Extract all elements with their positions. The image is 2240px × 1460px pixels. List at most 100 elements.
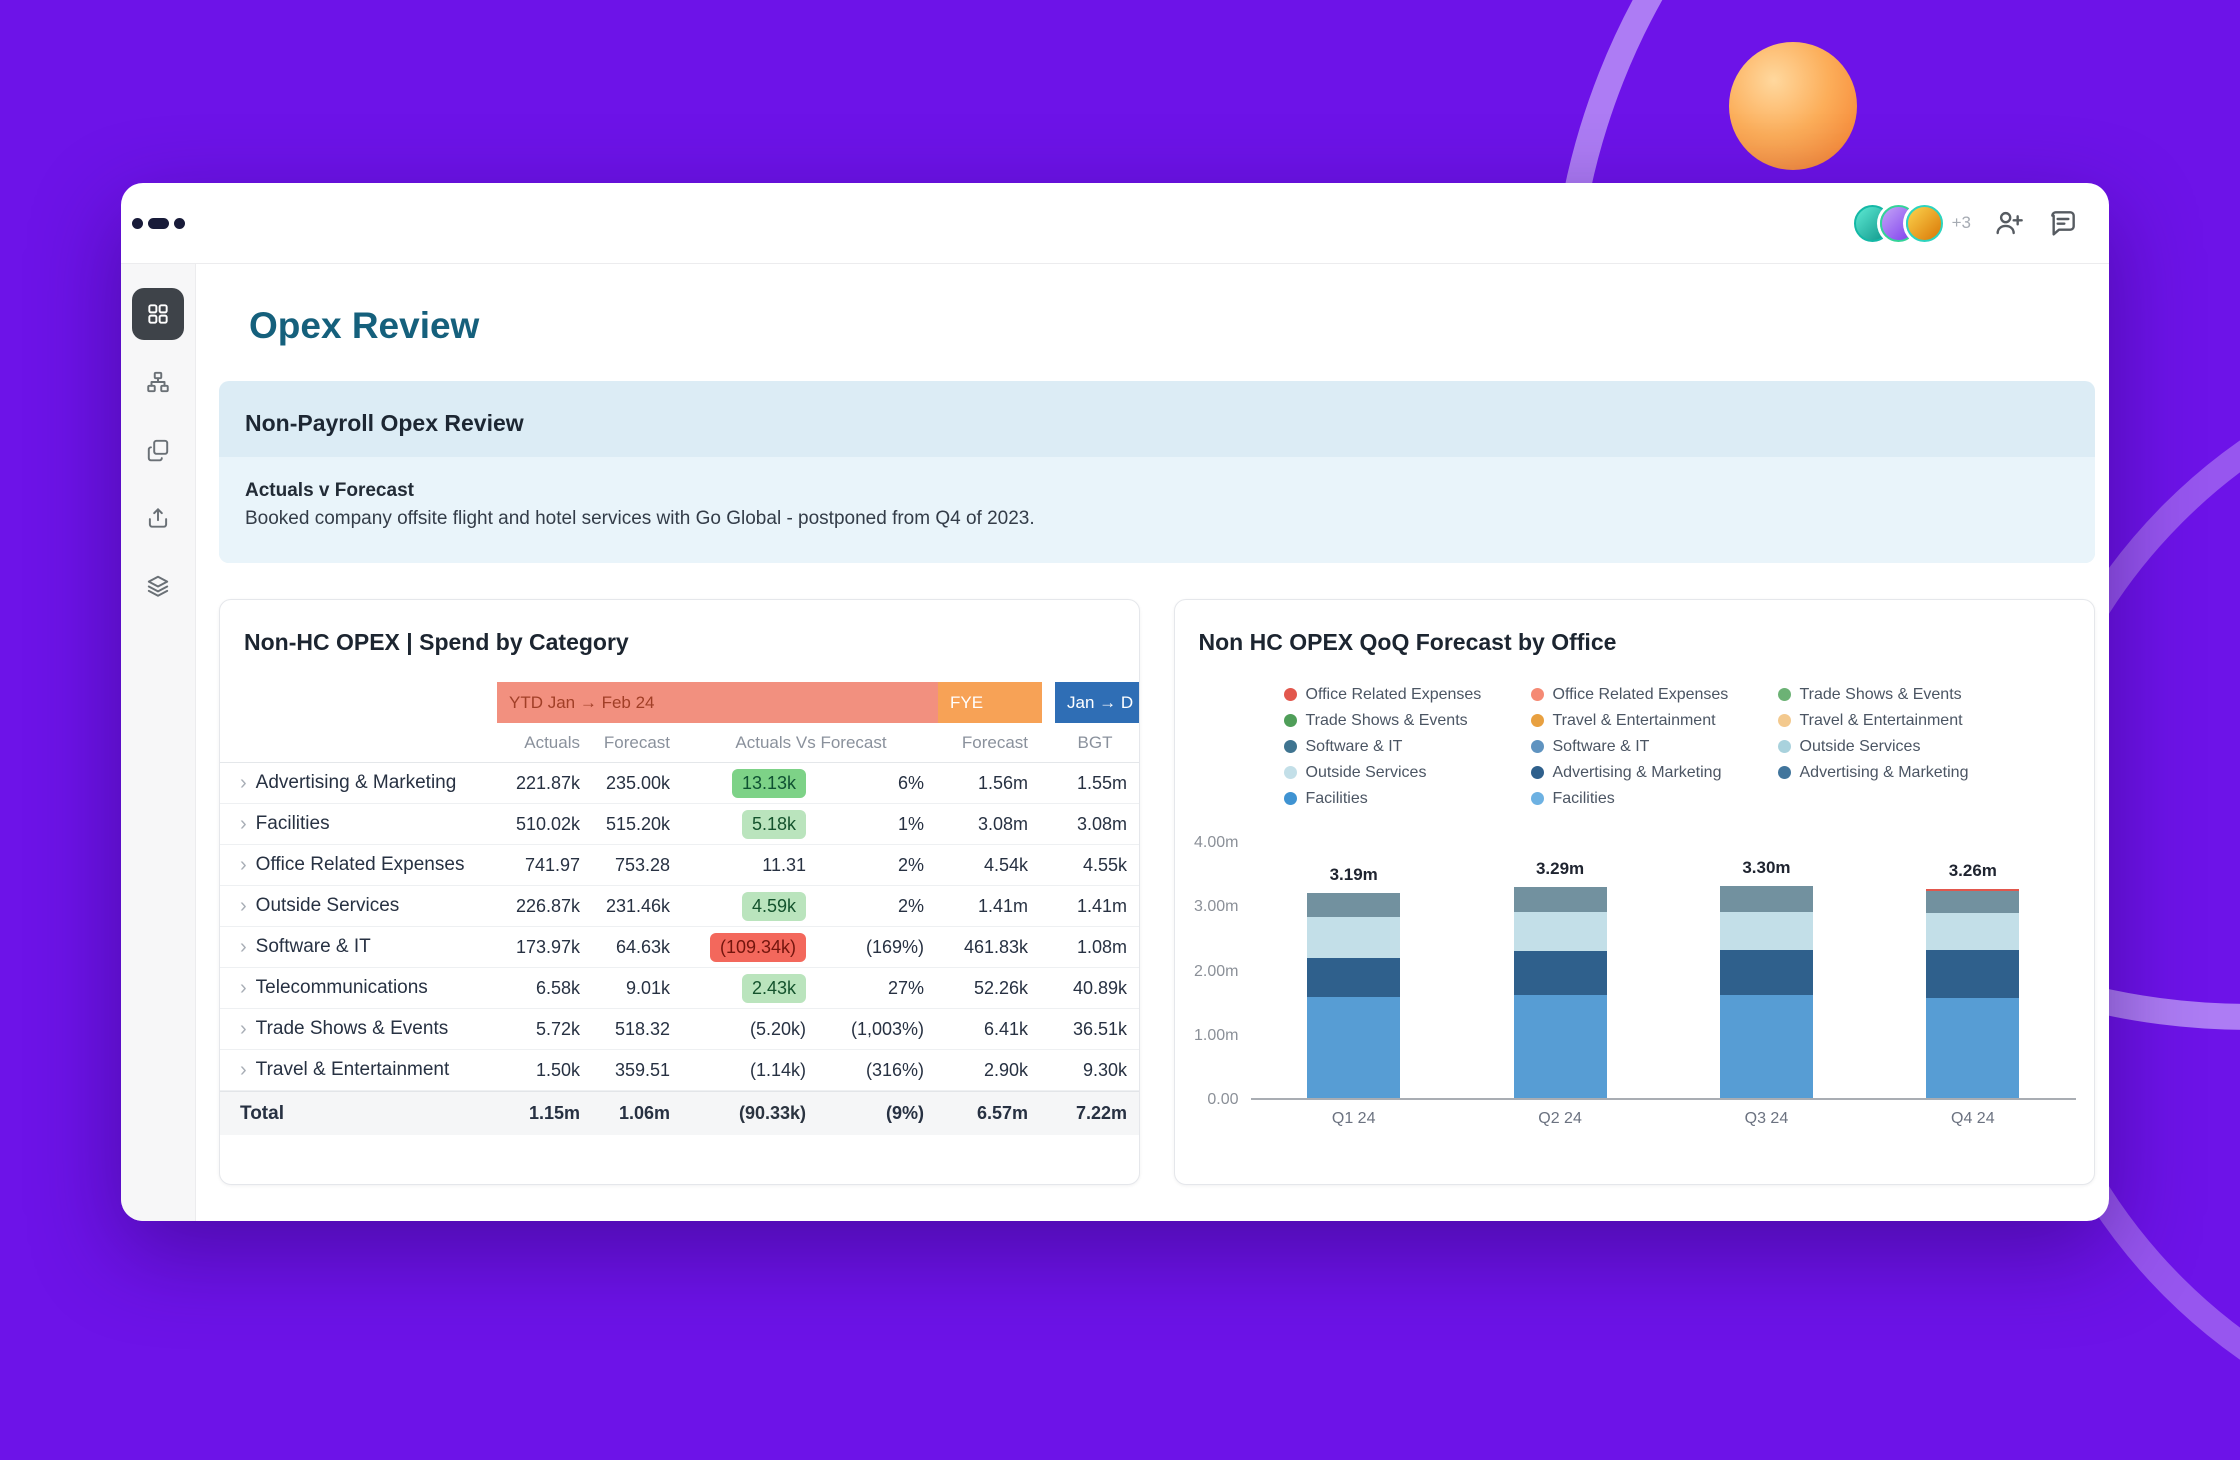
legend-item[interactable]: Facilities [1530, 790, 1778, 807]
expand-chevron-icon[interactable]: › [240, 1059, 247, 1081]
comments-button[interactable] [2047, 207, 2079, 239]
sidebar-item-pages[interactable] [132, 424, 184, 476]
legend-item[interactable]: Software & IT [1283, 738, 1531, 755]
bar-segment[interactable] [1719, 911, 1813, 951]
row-category[interactable]: › Advertising & Marketing [220, 772, 497, 794]
sidebar-item-share[interactable] [132, 492, 184, 544]
bars: 3.19m 3.29m 3.30m 3.26m [1251, 843, 2077, 1098]
avatar[interactable] [1905, 204, 1943, 242]
row-category[interactable]: › Travel & Entertainment [220, 1059, 497, 1081]
cell-forecast: 9.01k [625, 977, 670, 998]
cell-actuals: 510.02k [515, 813, 580, 834]
expand-chevron-icon[interactable]: › [240, 772, 247, 794]
cell-fye-forecast: 4.54k [983, 854, 1028, 875]
bar-segment[interactable] [1719, 995, 1813, 1098]
expand-chevron-icon[interactable]: › [240, 813, 247, 835]
row-category[interactable]: › Facilities [220, 813, 497, 835]
row-category[interactable]: › Telecommunications [220, 977, 497, 999]
expand-chevron-icon[interactable]: › [240, 977, 247, 999]
legend-item[interactable]: Facilities [1283, 790, 1531, 807]
table-row[interactable]: › Advertising & Marketing 221.87k 235.00k 13… [220, 763, 1139, 804]
bar-segment[interactable] [1926, 950, 2020, 999]
sidebar-item-layers[interactable] [132, 560, 184, 612]
legend-item[interactable]: Travel & Entertainment [1530, 712, 1778, 729]
legend-dot-icon [1777, 740, 1791, 753]
bar-segment[interactable] [1719, 950, 1813, 996]
expand-chevron-icon[interactable]: › [240, 895, 247, 917]
table-row[interactable]: › Facilities 510.02k 515.20k 5.18k 1% 3.08m 3.0… [220, 804, 1139, 845]
sidebar-item-hierarchy[interactable] [132, 356, 184, 408]
table-row[interactable]: › Telecommunications 6.58k 9.01k 2.43k 27% 52.… [220, 968, 1139, 1009]
legend-item[interactable]: Advertising & Marketing [1530, 764, 1778, 781]
table-row[interactable]: › Software & IT 173.97k 64.63k (109.34k) (169… [220, 927, 1139, 968]
legend-item[interactable]: Trade Shows & Events [1283, 712, 1531, 729]
cell-actuals-vs-forecast: 13.13k [684, 768, 824, 798]
row-category[interactable]: › Office Related Expenses [220, 854, 497, 876]
cell-variance-pct: 27% [887, 977, 924, 998]
cell-actuals: 1.50k [535, 1059, 580, 1080]
variance-badge: 13.13k [731, 768, 806, 798]
stacked-bar[interactable]: 3.19m [1307, 843, 1401, 1098]
category-label: Office Related Expenses [255, 854, 465, 875]
bar-segment[interactable] [1513, 950, 1607, 996]
table-row[interactable]: › Trade Shows & Events 5.72k 518.32 (5.20k) (… [220, 1009, 1139, 1050]
bar-segment[interactable] [1307, 996, 1401, 1098]
qoq-forecast-card: Non HC OPEX QoQ Forecast by Office Offic… [1173, 599, 2095, 1185]
bar-segment[interactable] [1926, 912, 2020, 951]
legend-item[interactable]: Outside Services [1777, 738, 2025, 755]
bar-segment[interactable] [1513, 912, 1607, 951]
add-user-button[interactable] [1993, 207, 2025, 239]
y-axis-tick: 2.00m [1194, 962, 1239, 980]
bar-segment[interactable] [1307, 917, 1401, 958]
bar-segment[interactable] [1926, 890, 2020, 913]
sidebar-item-dashboard[interactable] [132, 288, 184, 340]
legend-label: Trade Shows & Events [1799, 685, 1962, 703]
row-category[interactable]: › Trade Shows & Events [220, 1018, 497, 1040]
collaborator-avatars[interactable]: +3 [1853, 204, 1971, 242]
bar-segment[interactable] [1926, 888, 2020, 891]
cell-variance-pct: 1% [897, 813, 924, 834]
total-pct: (9%) [885, 1103, 924, 1123]
legend-column: Office Related Expenses Travel & Entertai… [1530, 686, 1778, 807]
legend-item[interactable]: Software & IT [1530, 738, 1778, 755]
legend-item[interactable]: Office Related Expenses [1530, 686, 1778, 703]
cell-variance-pct: 2% [897, 895, 924, 916]
total-actuals: 1.15m [528, 1103, 580, 1123]
y-axis-tick: 1.00m [1194, 1026, 1239, 1044]
table-row[interactable]: › Outside Services 226.87k 231.46k 4.59k 2% 1.… [220, 886, 1139, 927]
legend-item[interactable]: Outside Services [1283, 764, 1531, 781]
bar-segment[interactable] [1513, 995, 1607, 1098]
spend-by-category-card: Non-HC OPEX | Spend by Category YTD Jan … [219, 599, 1140, 1185]
stacked-bar[interactable]: 3.30m [1719, 843, 1813, 1098]
copy-icon [147, 439, 169, 462]
expand-chevron-icon[interactable]: › [240, 1018, 247, 1040]
expand-chevron-icon[interactable]: › [240, 936, 247, 958]
callout-title: Non-Payroll Opex Review [245, 410, 524, 436]
legend-item[interactable]: Trade Shows & Events [1777, 685, 2025, 703]
legend-item[interactable]: Office Related Expenses [1283, 686, 1531, 703]
bar-segment[interactable] [1513, 886, 1607, 913]
x-axis-label: Q1 24 [1331, 1110, 1376, 1127]
category-label: Telecommunications [255, 977, 428, 998]
table-row[interactable]: › Office Related Expenses 741.97 753.28 11.3… [220, 845, 1139, 886]
topbar: +3 [121, 183, 2109, 264]
cell-fye-forecast: 461.83k [963, 936, 1028, 957]
y-axis-tick: 4.00m [1194, 834, 1239, 851]
legend-item[interactable]: Travel & Entertainment [1777, 712, 2025, 729]
row-category[interactable]: › Outside Services [220, 895, 497, 917]
legend-item[interactable]: Advertising & Marketing [1777, 764, 2025, 781]
legend-dot-icon [1530, 688, 1544, 701]
col-header-forecast: Forecast [603, 732, 670, 752]
bar-segment[interactable] [1926, 998, 2020, 1098]
stacked-bar[interactable]: 3.26m [1926, 843, 2020, 1098]
stacked-bar[interactable]: 3.29m [1513, 843, 1607, 1098]
bar-segment[interactable] [1307, 893, 1401, 918]
row-category[interactable]: › Software & IT [220, 936, 497, 958]
table-row[interactable]: › Travel & Entertainment 1.50k 359.51 (1.14k… [220, 1050, 1139, 1091]
bar-segment[interactable] [1307, 957, 1401, 997]
cell-actuals: 226.87k [515, 895, 580, 916]
expand-chevron-icon[interactable]: › [240, 854, 247, 876]
avatars-overflow-count[interactable]: +3 [1951, 213, 1971, 232]
legend-dot-icon [1283, 714, 1297, 727]
bar-segment[interactable] [1719, 886, 1813, 912]
